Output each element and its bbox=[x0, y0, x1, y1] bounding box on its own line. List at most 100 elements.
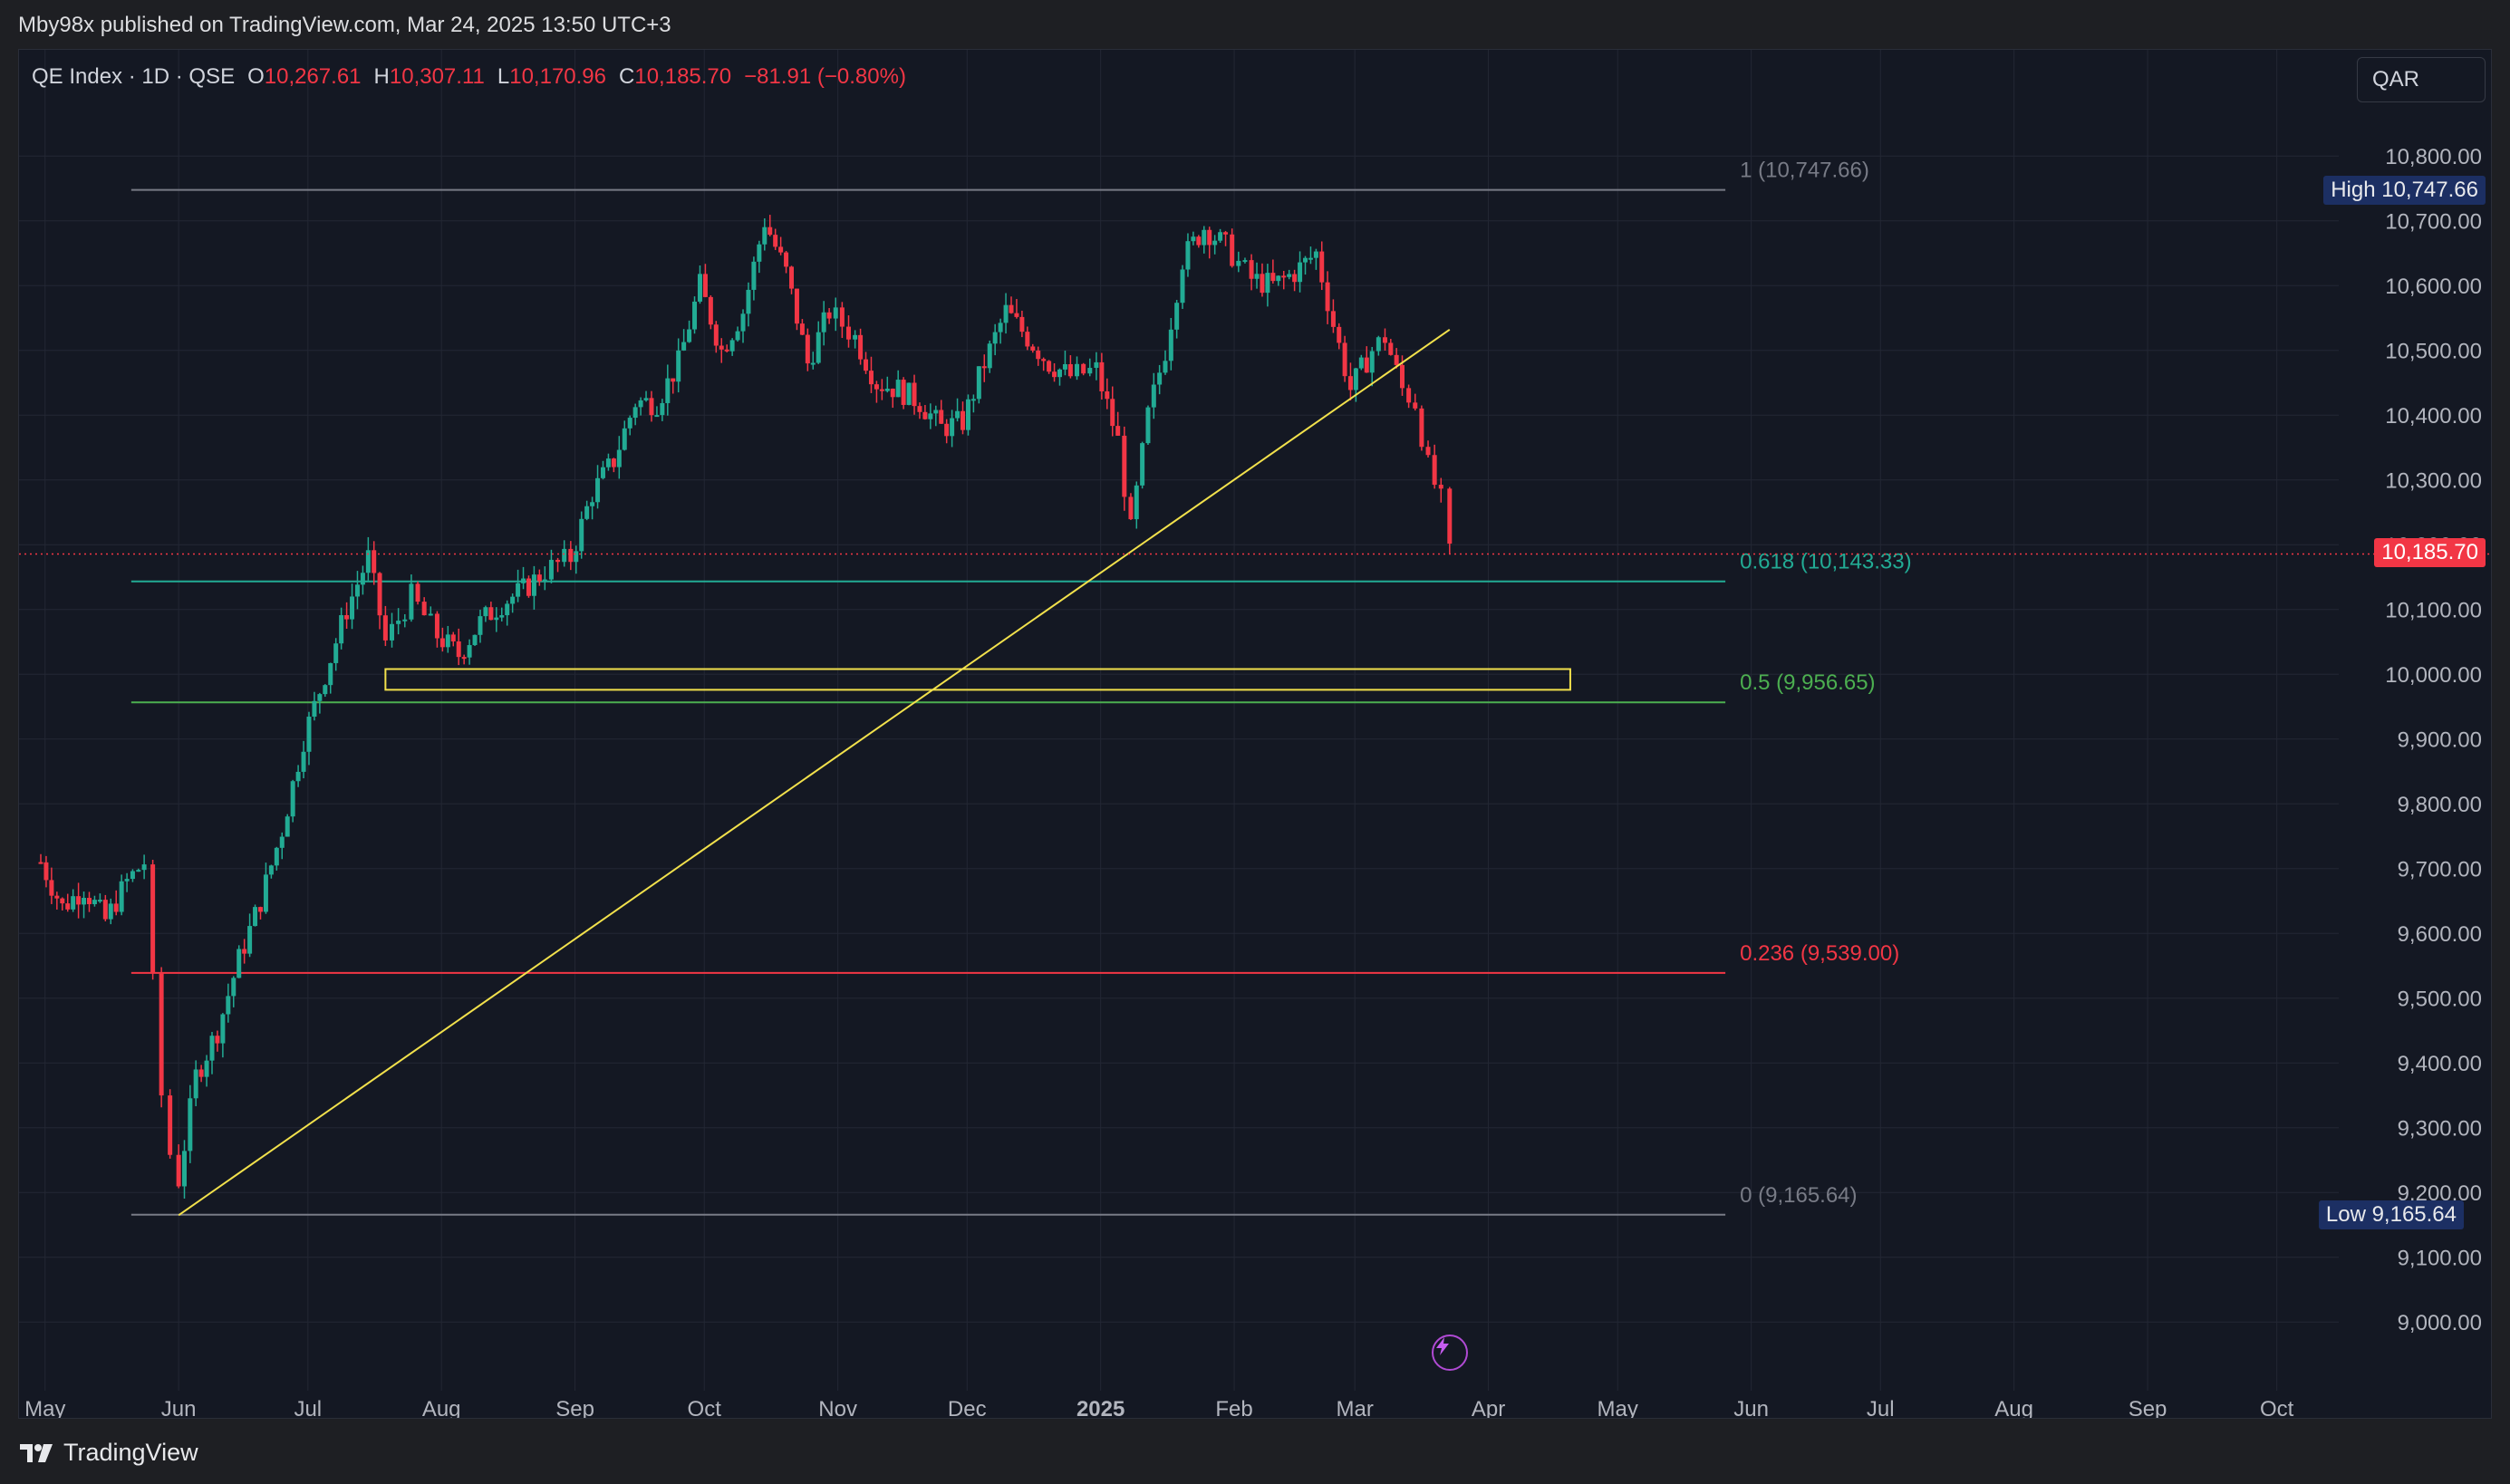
chart-pane[interactable]: 10,800.00 10,700.00 10,600.00 10,500.00 10,4… bbox=[18, 49, 2492, 1419]
candle-body bbox=[906, 382, 912, 405]
x-axis-tick-label: Oct bbox=[688, 1397, 722, 1419]
candle-body bbox=[60, 898, 65, 904]
candle-body bbox=[488, 607, 494, 621]
candle-body bbox=[933, 410, 939, 414]
candle-body bbox=[584, 506, 590, 519]
candle-body bbox=[526, 578, 531, 596]
candle-body bbox=[1110, 399, 1115, 427]
candle-body bbox=[65, 903, 71, 910]
candle-body bbox=[1115, 426, 1121, 436]
trendline bbox=[178, 329, 1451, 1217]
candle-body bbox=[1303, 257, 1308, 263]
candle-body bbox=[1196, 236, 1202, 246]
price-chart[interactable]: 10,800.00 10,700.00 10,600.00 10,500.00 10,4… bbox=[19, 50, 2492, 1419]
candle-body bbox=[778, 246, 784, 253]
candle-body bbox=[301, 751, 306, 772]
x-axis-tick-label: Oct bbox=[2260, 1397, 2294, 1419]
candle-body bbox=[1218, 232, 1223, 241]
candle-body bbox=[1265, 273, 1270, 294]
candle-body bbox=[242, 949, 247, 954]
candle-body bbox=[729, 340, 735, 352]
candle-body bbox=[600, 467, 605, 478]
candle-body bbox=[92, 900, 97, 905]
candle-body bbox=[912, 382, 917, 407]
candle-body bbox=[574, 551, 579, 563]
candle-body bbox=[654, 415, 660, 418]
candle-body bbox=[740, 313, 746, 332]
candle-body bbox=[746, 289, 751, 314]
candle-body bbox=[1014, 313, 1019, 317]
candle-body bbox=[1003, 304, 1009, 323]
x-axis-tick-label: Feb bbox=[1215, 1397, 1252, 1419]
candle-body bbox=[724, 349, 729, 352]
y-axis-tick-label: 10,600.00 bbox=[2385, 275, 2482, 299]
candle-body bbox=[1325, 282, 1330, 312]
candle-body bbox=[531, 574, 536, 596]
candle-body bbox=[858, 334, 864, 360]
candle-body bbox=[922, 411, 928, 419]
lightning-icon[interactable] bbox=[1431, 1335, 1468, 1371]
y-axis-tick-label: 9,000.00 bbox=[2398, 1311, 2482, 1335]
y-axis-tick-label: 9,300.00 bbox=[2398, 1117, 2482, 1142]
candle-body bbox=[719, 345, 724, 350]
candle-body bbox=[1223, 232, 1229, 235]
candle-body bbox=[494, 617, 499, 621]
x-axis-tick-label: Aug bbox=[422, 1397, 461, 1419]
y-axis-tick-label: 9,700.00 bbox=[2398, 858, 2482, 882]
candle-body bbox=[1260, 274, 1265, 294]
x-axis-tick-label: Jun bbox=[161, 1397, 197, 1419]
candle-body bbox=[204, 1060, 209, 1077]
candle-body bbox=[605, 458, 611, 467]
candle-body bbox=[377, 573, 382, 616]
candle-body bbox=[799, 323, 805, 335]
candle-body bbox=[1134, 485, 1139, 520]
candle-body bbox=[1180, 269, 1185, 304]
candle-body bbox=[1174, 303, 1180, 330]
candle-body bbox=[1081, 363, 1086, 374]
candle-body bbox=[939, 410, 944, 424]
candle-body bbox=[1242, 260, 1248, 263]
symbol-title[interactable]: QE Index · 1D · QSE bbox=[32, 64, 236, 89]
symbol-legend: QE Index · 1D · QSE O10,267.61 H10,307.11 L… bbox=[32, 64, 919, 90]
candle-body bbox=[816, 332, 821, 363]
candle-body bbox=[833, 307, 838, 319]
candle-body bbox=[890, 389, 895, 398]
candle-body bbox=[237, 949, 242, 978]
candle-body bbox=[826, 312, 832, 319]
candle-body bbox=[810, 362, 816, 365]
open-value: 10,267.61 bbox=[264, 64, 362, 89]
candle-body bbox=[1062, 364, 1067, 370]
candle-body bbox=[708, 296, 713, 325]
y-axis-tick-label: 9,800.00 bbox=[2398, 793, 2482, 817]
candle-body bbox=[590, 502, 595, 506]
candle-body bbox=[108, 903, 113, 920]
candle-body bbox=[868, 371, 874, 385]
candle-body bbox=[317, 694, 323, 701]
candle-body bbox=[1052, 371, 1057, 378]
y-axis-tick-label: 9,400.00 bbox=[2398, 1052, 2482, 1076]
candle-body bbox=[671, 378, 676, 382]
currency-button[interactable]: QAR bbox=[2357, 57, 2486, 102]
candle-body bbox=[1376, 337, 1381, 352]
y-axis-tick-label: 10,500.00 bbox=[2385, 340, 2482, 364]
candle-body bbox=[702, 274, 708, 297]
candle-body bbox=[681, 342, 687, 351]
candle-body bbox=[961, 410, 966, 430]
candle-body bbox=[290, 781, 295, 817]
candle-body bbox=[944, 423, 950, 437]
candle-body bbox=[1057, 369, 1062, 378]
high-badge-label: High bbox=[2331, 177, 2376, 202]
fib-level-label: 0.236 (9,539.00) bbox=[1740, 941, 1899, 966]
tradingview-brand[interactable]: TradingView bbox=[18, 1439, 198, 1467]
candle-body bbox=[328, 662, 333, 686]
candle-body bbox=[1406, 388, 1412, 403]
candle-body bbox=[1185, 241, 1191, 270]
x-axis-tick-label: Jun bbox=[1733, 1397, 1769, 1419]
candle-body bbox=[434, 613, 439, 639]
x-axis-tick-label: Sep bbox=[2129, 1397, 2167, 1419]
low-label: L bbox=[497, 64, 510, 89]
x-axis-tick-label: Jul bbox=[1867, 1397, 1895, 1419]
candle-body bbox=[1425, 447, 1431, 456]
candle-body bbox=[846, 326, 852, 340]
candle-body bbox=[1230, 234, 1235, 266]
